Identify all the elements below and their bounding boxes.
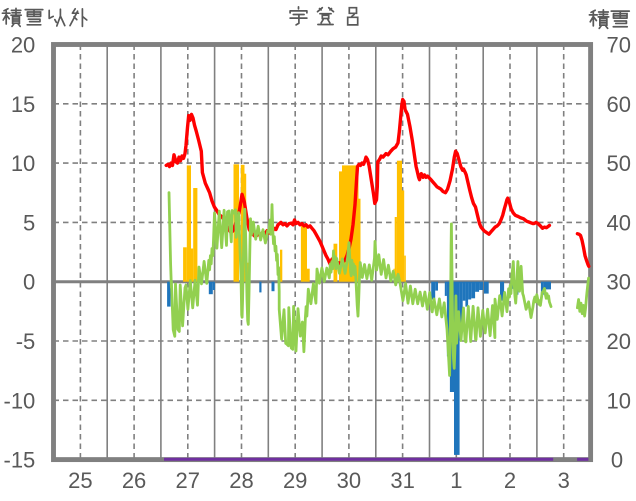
svg-text:20: 20 — [607, 329, 631, 354]
svg-text:10: 10 — [11, 151, 35, 176]
svg-text:0: 0 — [23, 270, 35, 295]
svg-text:1: 1 — [450, 468, 462, 493]
svg-text:40: 40 — [607, 210, 631, 235]
svg-text:2: 2 — [504, 468, 516, 493]
svg-text:30: 30 — [337, 468, 361, 493]
svg-text:5: 5 — [23, 210, 35, 235]
svg-text:-5: -5 — [16, 329, 36, 354]
svg-text:0: 0 — [611, 448, 623, 473]
svg-text:20: 20 — [11, 33, 35, 58]
svg-text:3: 3 — [558, 468, 570, 493]
svg-text:50: 50 — [607, 151, 631, 176]
svg-text:10: 10 — [607, 388, 631, 413]
svg-text:70: 70 — [607, 33, 631, 58]
svg-text:28: 28 — [229, 468, 253, 493]
svg-text:31: 31 — [390, 468, 414, 493]
svg-text:60: 60 — [607, 92, 631, 117]
svg-text:27: 27 — [176, 468, 200, 493]
svg-text:-10: -10 — [4, 388, 36, 413]
svg-text:15: 15 — [11, 92, 35, 117]
svg-text:26: 26 — [122, 468, 146, 493]
svg-text:30: 30 — [607, 270, 631, 295]
svg-text:25: 25 — [68, 468, 92, 493]
svg-text:29: 29 — [283, 468, 307, 493]
svg-text:-15: -15 — [4, 448, 36, 473]
